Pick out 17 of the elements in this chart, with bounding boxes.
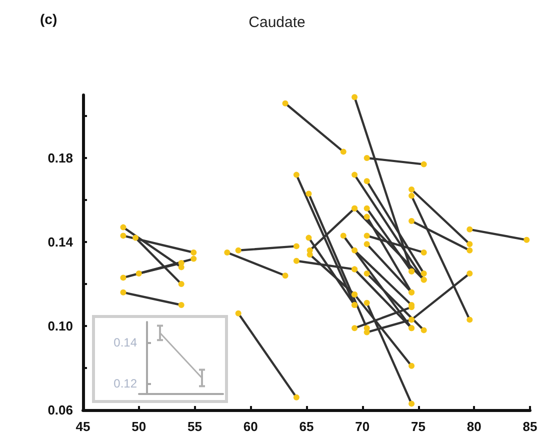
y-tick-label: 0.12 [114,376,138,391]
x-tick-label: 80 [466,419,482,434]
y-tick-label: 0.14 [114,336,138,350]
x-tick-label: 85 [522,419,538,434]
x-tick-label: 50 [132,419,146,434]
x-tick-label: 55 [188,419,202,434]
y-tick-label: 0.06 [48,402,73,418]
chart-title: Caudate [248,14,306,31]
y-tick-label: 0.14 [48,234,74,250]
x-tick-label: 45 [76,419,90,434]
x-tick-label: 60 [243,419,258,434]
x-tick-label: 65 [299,419,314,434]
y-tick-label: 0.10 [48,318,73,334]
x-tick-label: 75 [411,419,426,434]
x-tick-label: 70 [355,419,370,434]
y-tick-label: 0.18 [48,150,73,166]
text: (c) [40,11,58,27]
